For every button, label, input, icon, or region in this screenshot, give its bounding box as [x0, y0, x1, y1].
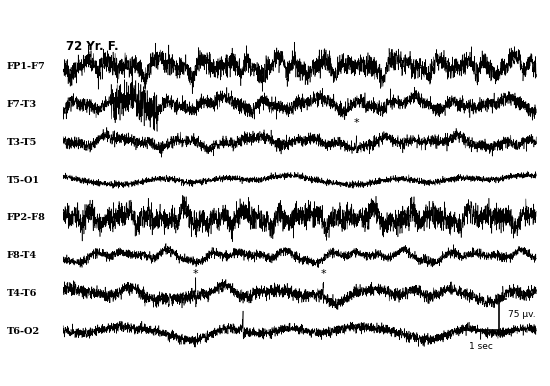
- Text: *: *: [193, 269, 199, 279]
- Text: T3-T5: T3-T5: [7, 137, 37, 147]
- Text: Source: Semin Neurol © 2003 Thieme Medical Publishers: Source: Semin Neurol © 2003 Thieme Medic…: [145, 369, 405, 378]
- Text: FP1-F7: FP1-F7: [7, 62, 45, 71]
- Text: T6-O2: T6-O2: [7, 327, 40, 336]
- Text: *: *: [354, 118, 359, 128]
- Text: F7-T3: F7-T3: [7, 100, 37, 109]
- Text: T5-O1: T5-O1: [7, 176, 40, 185]
- Text: T4-T6: T4-T6: [7, 290, 37, 298]
- Text: Medscape®: Medscape®: [11, 7, 112, 22]
- Text: 75 μv.: 75 μv.: [508, 310, 535, 319]
- Text: FP2-F8: FP2-F8: [7, 213, 46, 222]
- Text: F8-T4: F8-T4: [7, 251, 37, 261]
- Text: www.medscape.com: www.medscape.com: [167, 8, 295, 21]
- Text: *: *: [321, 269, 326, 279]
- Text: 1 sec: 1 sec: [469, 342, 493, 350]
- Text: 72 Yr. F.: 72 Yr. F.: [66, 40, 119, 53]
